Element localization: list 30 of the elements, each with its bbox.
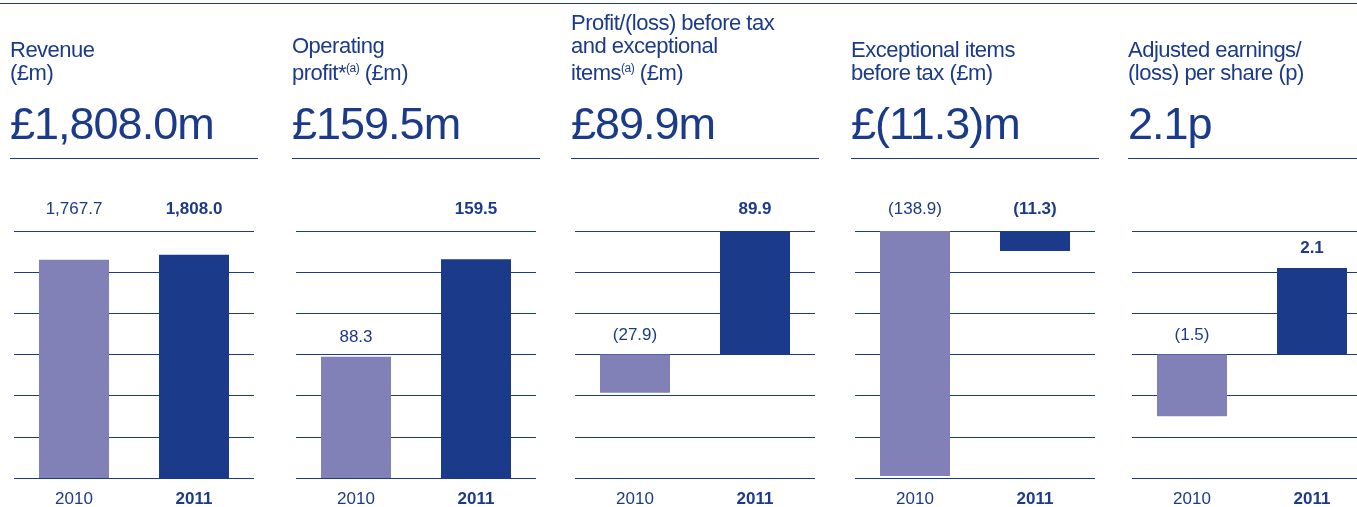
chart-title: Exceptional items before tax (£m) [851, 37, 1016, 85]
data-label: 88.3 [339, 326, 373, 346]
data-label: 159.5 [454, 199, 498, 218]
data-label: 1,767.7 [45, 199, 103, 218]
chart-subtitle: £(11.3)m [851, 92, 1099, 159]
data-label: (138.9) [888, 199, 942, 218]
chart-subtitle: 2.1p [1128, 92, 1357, 159]
data-label: (27.9) [612, 324, 658, 344]
chart-title: Profit/(loss) before tax and exceptional items$^{(a)}$ (£m) [571, 9, 776, 85]
x-tick-label: 2010 [1173, 489, 1211, 507]
x-tick-label: 2011 [175, 489, 213, 507]
chart-subtitle: £1,808.0m [10, 92, 258, 159]
chart-subtitle: £89.9m [571, 92, 819, 159]
data-label: (11.3) [1013, 199, 1057, 218]
x-tick-label: 2010 [337, 489, 375, 507]
x-tick-label: 2011 [736, 489, 774, 507]
x-tick-label: 2011 [1016, 489, 1054, 507]
x-tick-label: 2011 [457, 489, 495, 507]
x-tick-label: 2011 [1293, 489, 1331, 507]
chart-title: Operating profit*$^{(a)}$ (£m) [292, 32, 409, 85]
data-label: 1,808.0 [165, 199, 223, 218]
chart-title: Revenue (£m) [10, 37, 96, 85]
chart-title: Adjusted earnings/ (loss) per share (p) [1128, 37, 1305, 85]
x-tick-label: 2010 [55, 489, 93, 507]
chart-subtitle: £159.5m [292, 92, 540, 159]
data-label: (1.5) [1174, 324, 1210, 344]
data-label: 2.1 [1300, 238, 1324, 258]
x-tick-label: 2010 [616, 489, 654, 507]
x-tick-label: 2010 [896, 489, 934, 507]
data-label: 89.9 [738, 199, 772, 218]
